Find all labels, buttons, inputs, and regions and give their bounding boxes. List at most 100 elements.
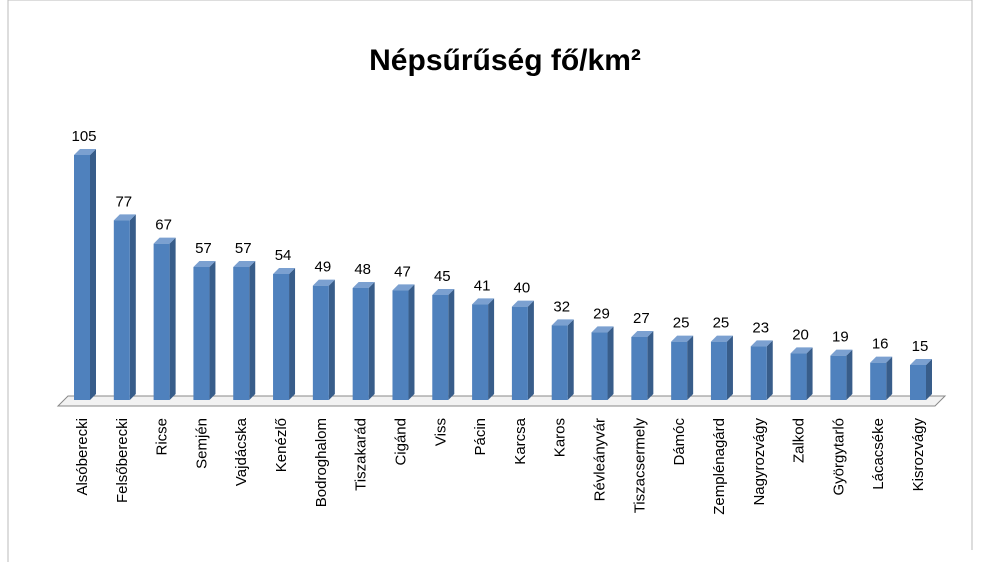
x-tick-label: Kisrozvágy bbox=[910, 418, 927, 492]
data-label: 23 bbox=[752, 319, 769, 336]
bar-top bbox=[631, 331, 654, 337]
bar-side bbox=[90, 149, 96, 400]
bar bbox=[870, 362, 887, 400]
bar-side bbox=[408, 284, 415, 400]
x-tick-label: Alsóberecki bbox=[74, 418, 91, 496]
x-tick-label: Bodroghalom bbox=[313, 418, 330, 507]
bar-top bbox=[790, 347, 813, 354]
x-tick-label: Tiszacsermely bbox=[631, 418, 648, 514]
data-label: 27 bbox=[633, 310, 650, 327]
chart-frame bbox=[7, 0, 973, 562]
bar bbox=[392, 290, 409, 400]
bar bbox=[312, 285, 329, 400]
bar bbox=[710, 341, 727, 400]
bar bbox=[551, 325, 568, 400]
x-tick-label: Pácin bbox=[472, 418, 489, 456]
bar-side bbox=[289, 268, 296, 400]
x-tick-label: Nagyrozvágy bbox=[751, 418, 768, 506]
bar-side bbox=[368, 282, 375, 400]
data-label: 47 bbox=[394, 263, 411, 280]
data-label: 32 bbox=[553, 298, 570, 315]
bar-top bbox=[312, 279, 335, 286]
x-tick-label: Ricse bbox=[154, 418, 171, 456]
bar bbox=[74, 155, 90, 400]
bar bbox=[511, 306, 528, 400]
x-tick-label: Felsőberecki bbox=[114, 418, 131, 503]
x-tick-label: Kenézlő bbox=[273, 418, 290, 472]
x-tick-label: Lácacséke bbox=[870, 418, 887, 490]
x-tick-label: Cigánd bbox=[392, 418, 409, 466]
bar bbox=[273, 274, 290, 400]
bar bbox=[631, 337, 648, 400]
bar bbox=[352, 288, 369, 400]
bar-side bbox=[687, 335, 694, 400]
bar-side bbox=[527, 300, 534, 400]
bar-top bbox=[74, 149, 96, 155]
bar-side bbox=[766, 340, 773, 400]
bar-side bbox=[806, 347, 813, 400]
bar-side bbox=[926, 359, 932, 400]
bar-top bbox=[193, 261, 216, 267]
data-label: 57 bbox=[195, 240, 212, 257]
bar bbox=[790, 353, 807, 400]
data-label: 45 bbox=[434, 268, 451, 285]
bar-top bbox=[710, 335, 733, 342]
bar-top bbox=[352, 282, 375, 288]
bar-side bbox=[647, 331, 654, 400]
bar-side bbox=[209, 261, 216, 400]
bar-top bbox=[113, 214, 136, 221]
data-label: 19 bbox=[832, 329, 849, 346]
bar-side bbox=[328, 279, 335, 400]
bar-side bbox=[726, 335, 733, 400]
data-label: 25 bbox=[713, 315, 730, 332]
bar-side bbox=[448, 289, 455, 400]
bar-top bbox=[432, 289, 455, 295]
bar-side bbox=[129, 214, 136, 400]
bar-top bbox=[750, 340, 773, 347]
bar-side bbox=[607, 326, 614, 400]
data-label: 49 bbox=[315, 259, 332, 276]
bar-side bbox=[567, 319, 574, 400]
bar bbox=[233, 267, 250, 400]
x-tick-label: Révleányvár bbox=[592, 418, 609, 501]
x-tick-label: Györgytarló bbox=[830, 418, 847, 496]
bar bbox=[432, 295, 449, 400]
bar bbox=[153, 243, 170, 400]
data-label: 41 bbox=[474, 277, 491, 294]
bar-side bbox=[488, 298, 495, 400]
bar-top bbox=[472, 298, 495, 305]
bar-top bbox=[273, 268, 296, 274]
bar-top bbox=[551, 319, 574, 326]
x-tick-label: Dámóc bbox=[671, 418, 688, 466]
bar-top bbox=[233, 261, 256, 267]
bar-top bbox=[392, 284, 415, 291]
bar-top bbox=[830, 349, 853, 356]
bar-top bbox=[870, 356, 893, 363]
x-tick-label: Vajdácska bbox=[233, 417, 250, 486]
bar bbox=[830, 355, 847, 400]
bar-side bbox=[249, 261, 256, 400]
bar bbox=[750, 346, 767, 400]
bar-top bbox=[910, 359, 932, 365]
data-label: 54 bbox=[275, 247, 292, 264]
floor bbox=[56, 395, 947, 407]
x-tick-label: Semjén bbox=[193, 418, 210, 469]
bar-top bbox=[153, 237, 176, 244]
bar bbox=[671, 341, 688, 400]
data-label: 57 bbox=[235, 240, 252, 257]
x-tick-label: Tiszakarád bbox=[353, 418, 370, 491]
data-label: 29 bbox=[593, 305, 610, 322]
data-label: 77 bbox=[115, 193, 132, 210]
bar-side bbox=[846, 349, 853, 400]
bar bbox=[193, 267, 210, 400]
bar bbox=[472, 304, 489, 400]
bar-side bbox=[886, 356, 893, 400]
bar bbox=[591, 332, 608, 400]
chart-title: Népsűrűség fő/km² bbox=[369, 44, 641, 77]
bar-top bbox=[591, 326, 614, 333]
x-tick-label: Viss bbox=[432, 418, 449, 446]
data-label: 48 bbox=[354, 261, 371, 278]
bar-top bbox=[671, 335, 694, 342]
bar bbox=[113, 220, 130, 400]
